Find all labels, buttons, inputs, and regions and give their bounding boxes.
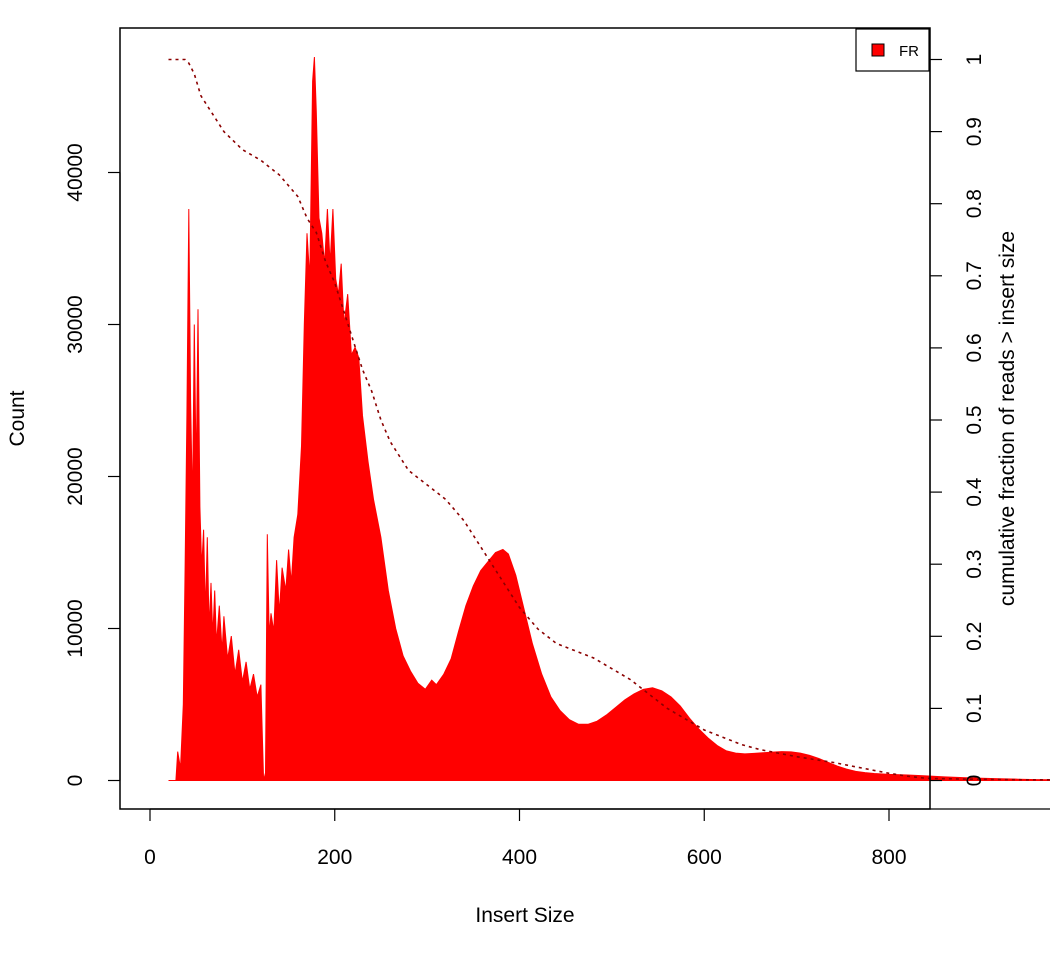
legend-label-fr: FR xyxy=(899,43,919,60)
y2-tick-label: 1 xyxy=(963,54,986,66)
y2-tick-label: 0.4 xyxy=(963,477,986,507)
legend-swatch-fr xyxy=(871,43,885,57)
y2-axis-title: cumulative fraction of reads > insert si… xyxy=(996,231,1019,606)
y2-tick-label: 0 xyxy=(963,775,986,787)
y2-tick-label: 0.6 xyxy=(963,333,986,362)
y2-tick-label: 0.5 xyxy=(963,405,986,434)
histogram-area-fr xyxy=(168,56,1050,781)
x-tick-label: 600 xyxy=(687,846,722,869)
x-axis: 020040060080010001200 xyxy=(144,808,1050,869)
y2-tick-label: 0.2 xyxy=(963,622,986,651)
y2-tick-label: 0.9 xyxy=(963,117,986,146)
y2-axis: 0 0.1 0.2 0.3 0.4 0.5 0.6 0.7 0.8 0.9 1 xyxy=(929,54,986,787)
x-tick-label: 0 xyxy=(144,846,156,869)
y2-tick-label: 0.1 xyxy=(963,694,986,723)
x-tick-label: 200 xyxy=(317,846,352,869)
y-axis: 0 10000 20000 30000 40000 xyxy=(64,143,121,787)
cumulative-fraction-line xyxy=(168,58,1050,781)
cumulative-layer xyxy=(168,58,1050,781)
y2-tick-label: 0.3 xyxy=(963,550,986,579)
y-tick-label: 10000 xyxy=(64,599,87,657)
y-axis-title: Count xyxy=(6,390,29,446)
histogram-layer xyxy=(168,56,1050,781)
x-axis-title: Insert Size xyxy=(475,904,574,927)
y-tick-label: 20000 xyxy=(64,447,87,505)
y-tick-label: 40000 xyxy=(64,143,87,201)
y-tick-label: 0 xyxy=(64,775,87,787)
legend: FR xyxy=(855,28,930,72)
y2-tick-label: 0.7 xyxy=(963,261,986,290)
legend-box xyxy=(855,28,930,72)
y-tick-label: 30000 xyxy=(64,295,87,353)
x-tick-label: 800 xyxy=(871,846,906,869)
x-tick-label: 400 xyxy=(502,846,537,869)
y2-tick-label: 0.8 xyxy=(963,189,986,218)
